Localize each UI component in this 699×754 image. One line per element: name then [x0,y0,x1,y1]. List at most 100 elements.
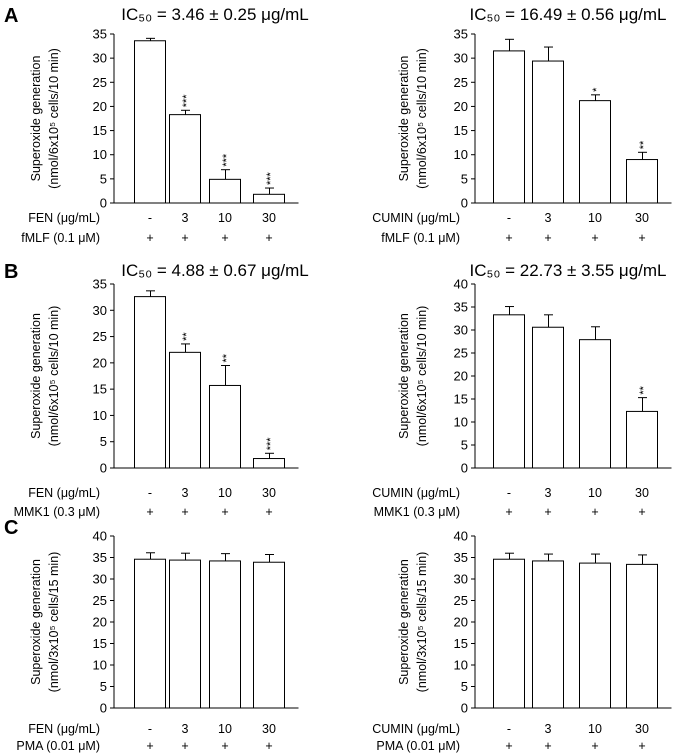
A-left-y-axis-title-line1: Superoxide generation [29,56,43,182]
B-right-y-tick-label: 25 [454,346,468,361]
C-right-bar-3 [626,563,658,709]
C-right-bar-2 [579,562,611,709]
C-right-stimulus-mark-1: + [544,739,551,753]
C-right-y-tick-label: 25 [454,593,468,608]
B-left-stimulus-mark-0: + [146,505,153,519]
C-right-y-tick-label: 30 [454,572,468,587]
A-right-y-tick-label: 10 [454,147,468,162]
C-right-y-tick-label: 15 [454,636,468,651]
C-right-y-tick-label: 10 [454,658,468,673]
A-right-stimulus-mark-2: + [591,231,598,245]
B-left-bar-3 [253,458,285,469]
B-right-category-label-0: - [507,486,511,500]
C-left-bar-1 [169,559,201,709]
C-left-y-tick-label: 0 [100,701,107,716]
A-right-y-axis-title-line2: (nmol/6x10⁵ cells/10 min) [415,48,429,189]
C-right-y-tick-label: 0 [461,701,468,716]
B-left-category-label-0: - [148,486,152,500]
B-left-treatment-row-label: FEN (μg/mL) [28,486,100,500]
B-right-y-tick-label: 0 [461,461,468,476]
A-left-y-tick-label: 25 [93,75,107,90]
B-left-stimulus-mark-3: + [265,505,272,519]
A-left-treatment-row-label: FEN (μg/mL) [28,211,100,225]
A-right-y-tick-label: 35 [454,27,468,42]
B-left-significance-2: ** [221,353,233,362]
B-right-treatment-row-label: CUMIN (μg/mL) [372,486,460,500]
A-left-stimulus-mark-0: + [146,231,153,245]
B-right-y-tick-label: 10 [454,415,468,430]
A-left-y-tick-label: 15 [93,123,107,138]
panel-letter-A: A [4,5,18,27]
B-left-title: IC₅₀ = 4.88 ± 0.67 μg/mL [121,261,309,280]
A-left-bar-0 [134,40,166,204]
A-left-y-tick-label: 20 [93,99,107,114]
C-left-y-tick-label: 10 [93,658,107,673]
A-left-title: IC₅₀ = 3.46 ± 0.25 μg/mL [121,5,309,24]
C-left-bar-2 [209,560,241,709]
panel-letter-B: B [4,261,18,283]
B-right-bar-3 [626,410,658,469]
B-left-stimulus-mark-1: + [181,505,188,519]
A-left-stimulus-mark-3: + [265,231,272,245]
B-right-bar-1 [532,326,564,469]
B-right-bar-0 [493,314,525,469]
A-right-title: IC₅₀ = 16.49 ± 0.56 μg/mL [470,5,667,24]
C-left-category-label-3: 30 [262,722,276,736]
C-right-stimulus-mark-0: + [505,739,512,753]
C-left-stimulus-row-label: PMA (0.01 μM) [16,739,100,753]
A-right-category-label-2: 10 [588,211,602,225]
A-right-bar-0 [493,50,525,204]
A-right-stimulus-mark-1: + [544,231,551,245]
B-left-bar-2 [209,384,241,469]
B-left-y-tick-label: 20 [93,355,107,370]
B-right-y-tick-label: 40 [454,277,468,292]
C-right-stimulus-mark-3: + [638,739,645,753]
B-left-y-tick-label: 30 [93,303,107,318]
A-left-stimulus-mark-1: + [181,231,188,245]
C-left-y-axis-title-line1: Superoxide generation [29,559,43,685]
A-left-y-tick-label: 35 [93,27,107,42]
A-right-y-tick-label: 0 [461,196,468,211]
A-left-stimulus-row-label: fMLF (0.1 μM) [21,231,100,245]
C-right-stimulus-row-label: PMA (0.01 μM) [376,739,460,753]
A-left-bar-3 [253,193,285,204]
A-right-bar-2 [579,100,611,204]
A-left-y-tick-label: 5 [100,171,107,186]
B-left-stimulus-row-label: MMK1 (0.3 μM) [14,505,100,519]
B-right-y-axis-title-line2: (nmol/6x10⁵ cells/10 min) [415,306,429,447]
B-left-y-axis-title-line1: Superoxide generation [29,313,43,439]
C-left-y-tick-label: 25 [93,593,107,608]
B-right-y-tick-label: 15 [454,392,468,407]
C-right-y-axis-title-line1: Superoxide generation [397,559,411,685]
A-left-category-label-1: 3 [182,211,189,225]
B-left-y-axis-title-line2: (nmol/6x10⁵ cells/10 min) [47,306,61,447]
B-right-y-tick-label: 30 [454,323,468,338]
C-left-treatment-row-label: FEN (μg/mL) [28,722,100,736]
C-left-category-label-2: 10 [218,722,232,736]
C-left-stimulus-mark-0: + [146,739,153,753]
C-right-y-axis-title-line2: (nmol/3x10⁵ cells/15 min) [415,552,429,693]
A-right-y-tick-label: 15 [454,123,468,138]
C-left-y-tick-label: 15 [93,636,107,651]
A-left-significance-2: *** [221,153,233,167]
A-right-significance-3: ** [638,140,650,149]
B-left-stimulus-mark-2: + [221,505,228,519]
C-left-y-tick-label: 5 [100,679,107,694]
A-left-y-tick-label: 30 [93,51,107,66]
B-left-significance-3: *** [265,437,277,451]
A-right-bar-1 [532,60,564,204]
C-right-y-tick-label: 20 [454,615,468,630]
C-left-y-tick-label: 20 [93,615,107,630]
A-right-stimulus-mark-0: + [505,231,512,245]
A-right-treatment-row-label: CUMIN (μg/mL) [372,211,460,225]
A-left-y-tick-label: 0 [100,196,107,211]
C-right-y-tick-label: 5 [461,679,468,694]
C-left-stimulus-mark-3: + [265,739,272,753]
B-left-significance-1: ** [181,332,193,341]
C-right-y-tick-label: 40 [454,529,468,544]
B-left-y-tick-label: 35 [93,277,107,292]
B-right-significance-3: ** [638,385,650,394]
B-left-y-tick-label: 5 [100,434,107,449]
B-right-y-axis-title-line1: Superoxide generation [397,313,411,439]
